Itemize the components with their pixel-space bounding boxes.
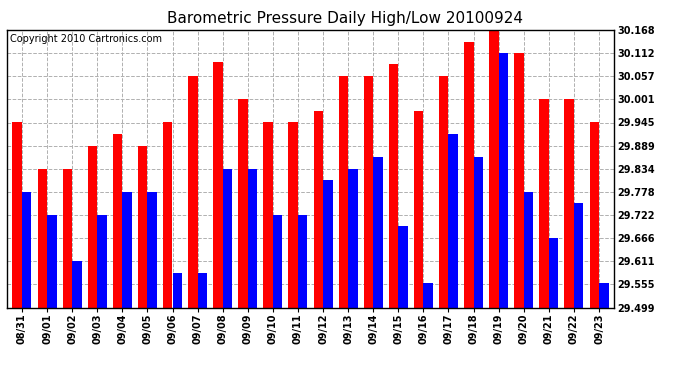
Bar (398, 226, 408, 308)
Bar (213, 62, 223, 308)
Bar (248, 168, 257, 308)
Bar (97, 215, 107, 308)
Bar (364, 76, 373, 308)
Bar (540, 99, 549, 308)
Bar (37, 168, 47, 308)
Bar (72, 261, 81, 308)
Bar (273, 215, 282, 308)
Bar (424, 284, 433, 308)
Bar (323, 180, 333, 308)
Bar (238, 99, 248, 308)
Bar (63, 168, 72, 308)
Bar (589, 123, 599, 308)
Bar (313, 111, 323, 308)
Bar (388, 64, 398, 308)
Bar (599, 284, 609, 308)
Bar (264, 123, 273, 308)
Text: Barometric Pressure Daily High/Low 20100924: Barometric Pressure Daily High/Low 20100… (167, 11, 523, 26)
Bar (12, 123, 22, 308)
Bar (439, 76, 449, 308)
Bar (148, 192, 157, 308)
Bar (464, 42, 473, 308)
Bar (163, 123, 172, 308)
Bar (499, 53, 509, 307)
Bar (524, 192, 533, 308)
Text: Copyright 2010 Cartronics.com: Copyright 2010 Cartronics.com (10, 34, 162, 44)
Bar (574, 203, 584, 308)
Bar (348, 168, 357, 308)
Bar (172, 273, 182, 308)
Bar (373, 157, 383, 308)
Bar (47, 215, 57, 308)
Bar (122, 192, 132, 308)
Bar (489, 30, 499, 308)
Bar (138, 146, 148, 308)
Bar (448, 134, 458, 308)
Bar (473, 157, 483, 308)
Bar (549, 238, 558, 308)
Bar (112, 134, 122, 308)
Bar (288, 123, 298, 308)
Bar (564, 99, 574, 308)
Bar (88, 146, 97, 308)
Bar (223, 168, 233, 308)
Bar (339, 76, 348, 308)
Bar (298, 215, 308, 308)
Bar (514, 53, 524, 307)
Bar (414, 111, 424, 308)
Bar (197, 273, 207, 308)
Bar (22, 192, 32, 308)
Bar (188, 76, 197, 308)
